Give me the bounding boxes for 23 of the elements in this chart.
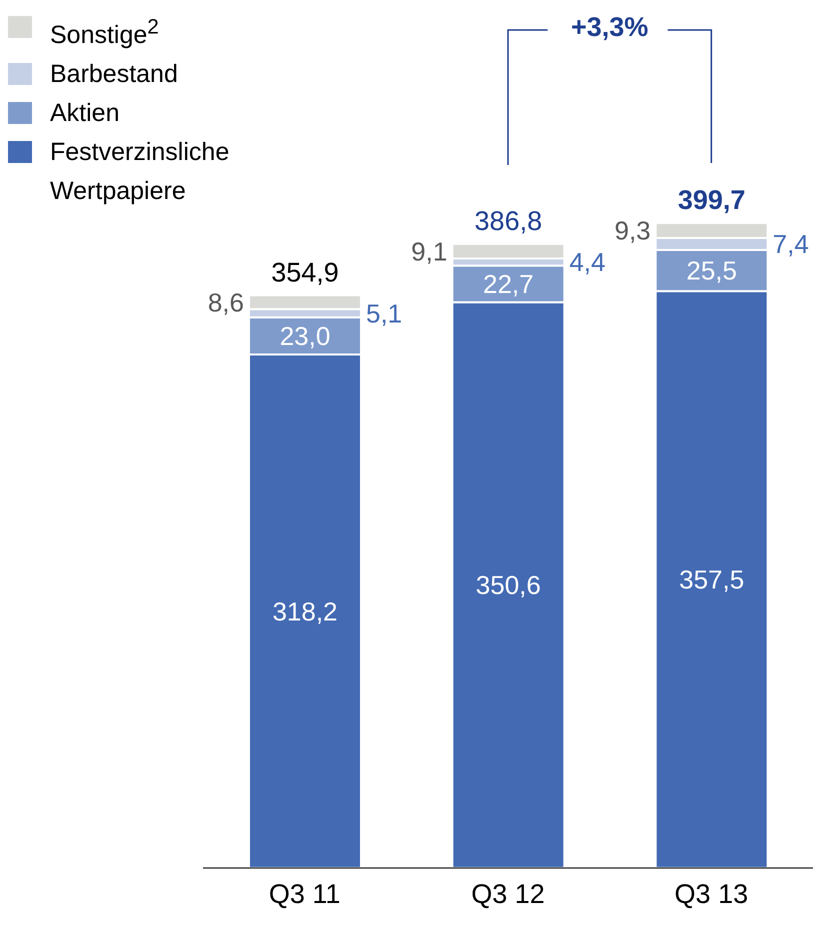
data-label: 22,7 xyxy=(483,269,534,300)
total-label: 354,9 xyxy=(271,257,339,288)
legend-label: Sonstige$^{2}$ xyxy=(50,16,159,50)
legend-label: Festverzinsliche Wertpapiere xyxy=(50,138,230,206)
data-label: 23,0 xyxy=(280,321,330,352)
text: +3,3% xyxy=(570,12,650,43)
data-label: 318,2 xyxy=(272,596,338,626)
data-label: 25,5 xyxy=(686,256,737,286)
x-tick-label: Q3 11 xyxy=(268,879,340,910)
total-label: 399,7 xyxy=(678,185,746,215)
legend-label: Barbestand xyxy=(50,60,178,88)
data-label: 9,1 xyxy=(411,236,448,266)
x-tick-label: Q3 12 xyxy=(471,879,545,910)
data-label: 5,1 xyxy=(366,298,402,328)
data-label: 8,6 xyxy=(208,287,244,318)
data-label: 7,4 xyxy=(772,229,809,260)
total-label: 386,8 xyxy=(474,206,542,236)
data-label: 357,5 xyxy=(679,564,744,595)
x-tick-label: Q3 13 xyxy=(674,879,748,910)
data-label: 350,6 xyxy=(476,570,541,600)
data-label: 4,4 xyxy=(569,247,606,278)
legend-label: Aktien xyxy=(50,99,120,128)
data-label: 9,3 xyxy=(614,216,651,246)
